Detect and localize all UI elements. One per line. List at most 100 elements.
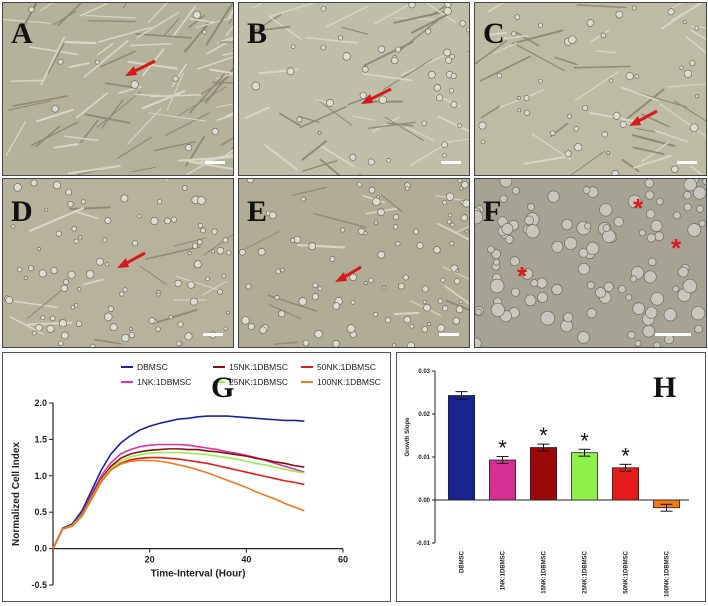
x-category-label: DBMSC [460, 550, 466, 573]
cell-round [61, 332, 68, 339]
cell-round [427, 322, 430, 325]
cell-round [59, 320, 66, 327]
cell-round [290, 238, 294, 242]
cell-round [609, 79, 613, 83]
panel-label-a: A [11, 17, 33, 50]
cell-round [690, 61, 695, 66]
cell-round [668, 9, 674, 15]
micrograph-b-image: B [239, 3, 469, 175]
cell-round [481, 140, 485, 144]
cell-round [515, 15, 520, 20]
cell-round [630, 276, 636, 282]
cell-fiber [395, 313, 419, 314]
micrograph-a-image: A [3, 3, 233, 175]
cell-round [6, 297, 13, 304]
cell-round [222, 274, 226, 278]
cell-round [414, 229, 419, 234]
cell-round [129, 327, 132, 330]
cell-round [110, 324, 117, 331]
cell-round [517, 96, 520, 99]
cell-round [537, 292, 547, 302]
legend-label: 25NK:1DBMSC [229, 377, 288, 387]
cell-round [644, 271, 656, 283]
cell-round [287, 68, 294, 75]
cell-round [422, 121, 427, 126]
micrograph-e: E [238, 178, 470, 348]
cell-round [436, 94, 443, 101]
cell-round [562, 219, 573, 230]
cell-round [526, 225, 539, 238]
panel-label-b: B [247, 17, 267, 50]
cell-round [678, 267, 688, 277]
cell-fiber [66, 42, 96, 43]
cell-round [422, 326, 428, 332]
cell-round [31, 180, 37, 186]
cell-round [50, 316, 55, 321]
cell-round [444, 7, 451, 14]
cell-round [121, 195, 128, 202]
cell-round [688, 223, 701, 236]
cell-round [582, 105, 587, 110]
cell-round [120, 292, 124, 296]
significance-asterisk: * [580, 428, 589, 453]
panel-label-g: G [211, 371, 234, 404]
cell-round [279, 311, 285, 317]
cell-round [108, 306, 113, 311]
legend-label: 15NK:1DBMSC [229, 362, 288, 372]
cell-round [95, 60, 99, 64]
cell-round [192, 243, 197, 248]
cell-round [428, 71, 435, 78]
cell-round [246, 284, 251, 289]
cell-round [374, 221, 377, 224]
x-category-label: 25NK:1DBMSC [583, 550, 589, 593]
micrograph-d-image: D [3, 179, 233, 347]
cell-round [165, 218, 171, 224]
cell-round [185, 333, 192, 340]
cell-round [68, 271, 75, 278]
cell-round [378, 46, 385, 53]
cell-round [497, 73, 502, 78]
cell-round [438, 299, 443, 304]
cell-round [443, 200, 447, 204]
cell-round [512, 32, 517, 37]
cell-round [29, 7, 35, 13]
cell-round [643, 325, 655, 337]
y-tick-label: 2.0 [34, 398, 47, 408]
cell-round [635, 340, 641, 346]
cell-fiber [219, 42, 233, 43]
cell-round [392, 344, 396, 347]
cell-round [350, 154, 356, 160]
cell-round [182, 186, 187, 191]
cell-round [460, 21, 466, 27]
micrograph-c-image: C [475, 3, 706, 175]
cell-round [410, 324, 414, 328]
cell-round [565, 237, 577, 249]
cell-round [32, 331, 36, 335]
cell-round [123, 288, 127, 292]
cell-round [673, 212, 680, 219]
cell-round [664, 335, 673, 344]
cell-round [157, 290, 160, 293]
cell-round [443, 306, 448, 311]
cell-round [454, 278, 460, 284]
cell-round [318, 131, 321, 134]
y-tick-label: 0.01 [418, 455, 430, 461]
cell-round [639, 230, 645, 236]
significance-asterisk: * [498, 436, 507, 461]
cell-round [197, 240, 202, 245]
cell-round [456, 306, 463, 313]
cell-round [185, 144, 191, 150]
panel-label-h: H [653, 371, 676, 404]
cell-round [699, 220, 705, 226]
legend-label: DBMSC [137, 362, 168, 372]
y-tick-label: 0.0 [34, 544, 47, 554]
cell-round [655, 232, 664, 241]
cell-round [404, 316, 411, 323]
cell-round [347, 325, 355, 333]
cell-round [206, 277, 210, 281]
cell-round [646, 307, 658, 319]
cell-round [463, 200, 469, 207]
cell-round [531, 280, 538, 287]
cell-round [149, 318, 155, 324]
